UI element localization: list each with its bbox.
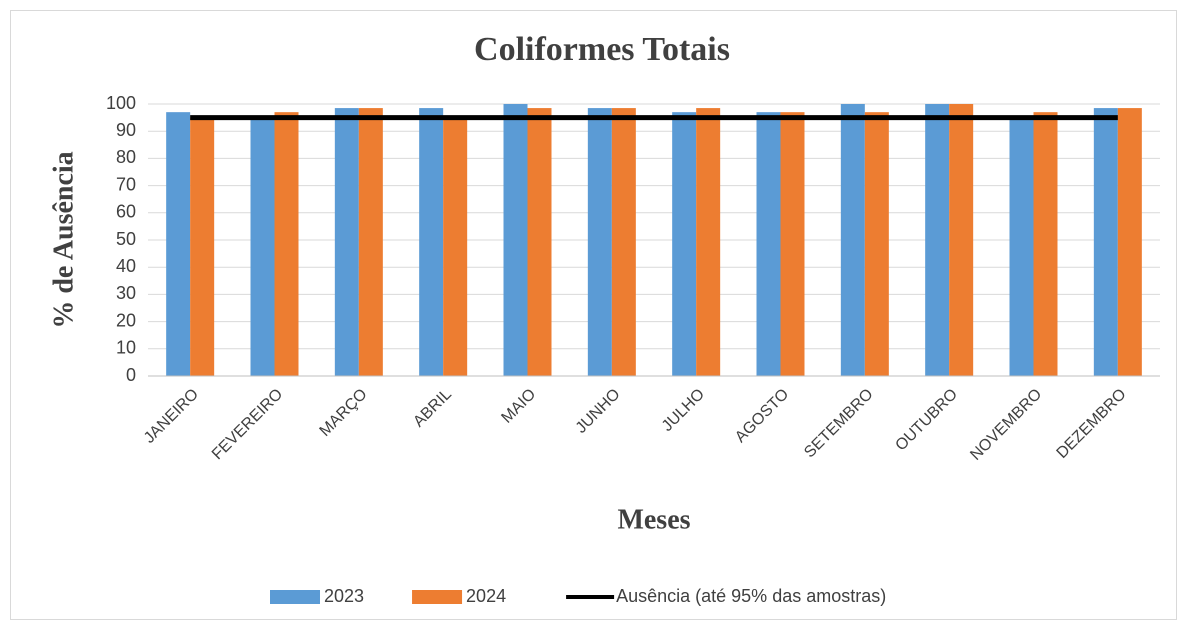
bar [587,108,612,376]
legend-label: Ausência (até 95% das amostras) [616,586,886,606]
bar [334,108,359,376]
bar [190,117,215,376]
y-axis-label: % de Ausência [48,151,79,328]
x-axis-label: Meses [617,504,690,535]
bar [166,112,191,376]
y-tick-label: 20 [116,310,136,330]
bar [419,108,444,376]
bar [611,108,636,376]
bar [1033,112,1058,376]
bar [1093,108,1118,376]
legend-label: 2023 [324,586,364,606]
bar [696,108,721,376]
y-tick-label: 30 [116,283,136,303]
bar [756,112,781,376]
bar [672,112,697,376]
bar [527,108,552,376]
legend-swatch [270,590,320,604]
bar [1009,117,1034,376]
legend-swatch [412,590,463,604]
y-tick-label: 40 [116,256,136,276]
bar [274,112,299,376]
bar [864,112,889,376]
y-tick-label: 50 [116,229,136,249]
bar [949,104,974,376]
y-tick-label: 60 [116,202,136,222]
y-tick-label: 90 [116,120,136,140]
bar [443,117,468,376]
legend-label: 2024 [466,586,506,606]
bar [780,112,805,376]
chart-title: Coliformes Totais [474,31,730,68]
y-tick-label: 0 [126,365,136,385]
bar [503,104,528,376]
bar [358,108,383,376]
bar [840,104,865,376]
y-tick-label: 80 [116,147,136,167]
bar [1117,108,1142,376]
y-tick-label: 10 [116,338,136,358]
y-tick-label: 70 [116,174,136,194]
bar [250,117,275,376]
y-tick-label: 100 [106,93,136,113]
bar [925,104,950,376]
